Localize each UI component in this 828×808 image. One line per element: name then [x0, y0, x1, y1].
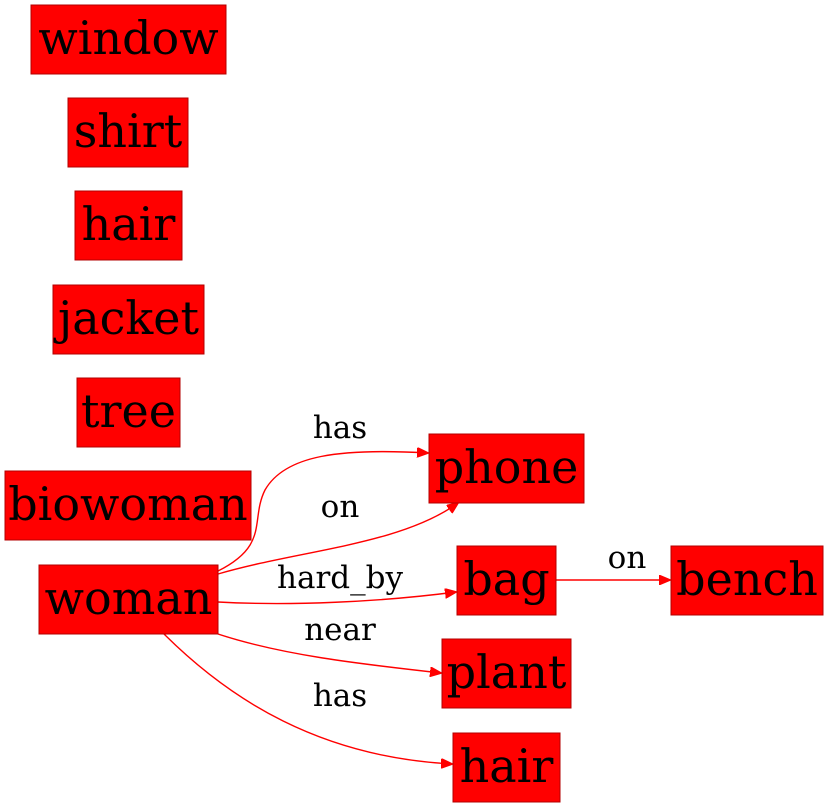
edge-label-near: near: [304, 612, 376, 648]
node-plant: plant: [441, 638, 572, 709]
edge-line: [214, 632, 441, 673]
node-label: hair: [460, 739, 554, 793]
node-box: [670, 545, 824, 616]
node-label: biowoman: [8, 477, 248, 531]
edge-line: [217, 452, 428, 572]
node-label: woman: [45, 571, 213, 625]
node-box: [76, 377, 181, 448]
node-box: [38, 564, 219, 635]
node-hair: hair: [74, 190, 183, 261]
edge-woman-has-phone: has: [217, 410, 428, 572]
node-box: [452, 732, 561, 803]
edge-woman-has-hair: has: [162, 632, 452, 764]
edge-woman-hard-by-bag: hard_by: [217, 560, 456, 605]
node-shirt: shirt: [67, 97, 189, 168]
edge-line: [162, 632, 452, 764]
node-label: window: [38, 11, 218, 65]
edge-label-has: has: [313, 410, 367, 446]
node-box: [30, 4, 227, 75]
edge-label-on: on: [608, 540, 647, 576]
node-label: bench: [676, 552, 818, 606]
node-tree: tree: [76, 377, 181, 448]
node-label: hair: [82, 197, 176, 251]
node-biowoman: biowoman: [4, 470, 252, 541]
edge-label-on: on: [321, 489, 360, 525]
node-window: window: [30, 4, 227, 75]
node-woman: woman: [38, 564, 219, 635]
node-label: shirt: [74, 104, 183, 158]
edge-line: [217, 592, 456, 605]
edge-bag-on-bench: on: [556, 540, 670, 580]
node-box: [428, 433, 585, 504]
node-label: bag: [463, 552, 549, 606]
node-label: tree: [81, 384, 176, 438]
node-box: [4, 470, 252, 541]
node-bench: bench: [670, 545, 824, 616]
node-phone: phone: [428, 433, 585, 504]
node-label: plant: [447, 645, 567, 699]
edge-label-hard-by: hard_by: [277, 560, 403, 596]
node-box: [52, 284, 205, 355]
edge-line: [217, 503, 458, 575]
node-jacket: jacket: [52, 284, 205, 355]
node-label: phone: [435, 440, 579, 494]
node-box: [67, 97, 189, 168]
edge-woman-near-plant: near: [214, 612, 441, 673]
node-box: [456, 545, 557, 616]
edge-woman-on-phone: on: [217, 489, 458, 575]
node-box: [74, 190, 183, 261]
node-hair: hair: [452, 732, 561, 803]
node-label: jacket: [53, 291, 200, 345]
node-bag: bag: [456, 545, 557, 616]
node-box: [441, 638, 572, 709]
edges: has on hard_by near has on: [162, 410, 670, 764]
nodes: window shirt hair jacket tree biowoman w…: [4, 4, 824, 803]
edge-label-has: has: [313, 678, 367, 714]
